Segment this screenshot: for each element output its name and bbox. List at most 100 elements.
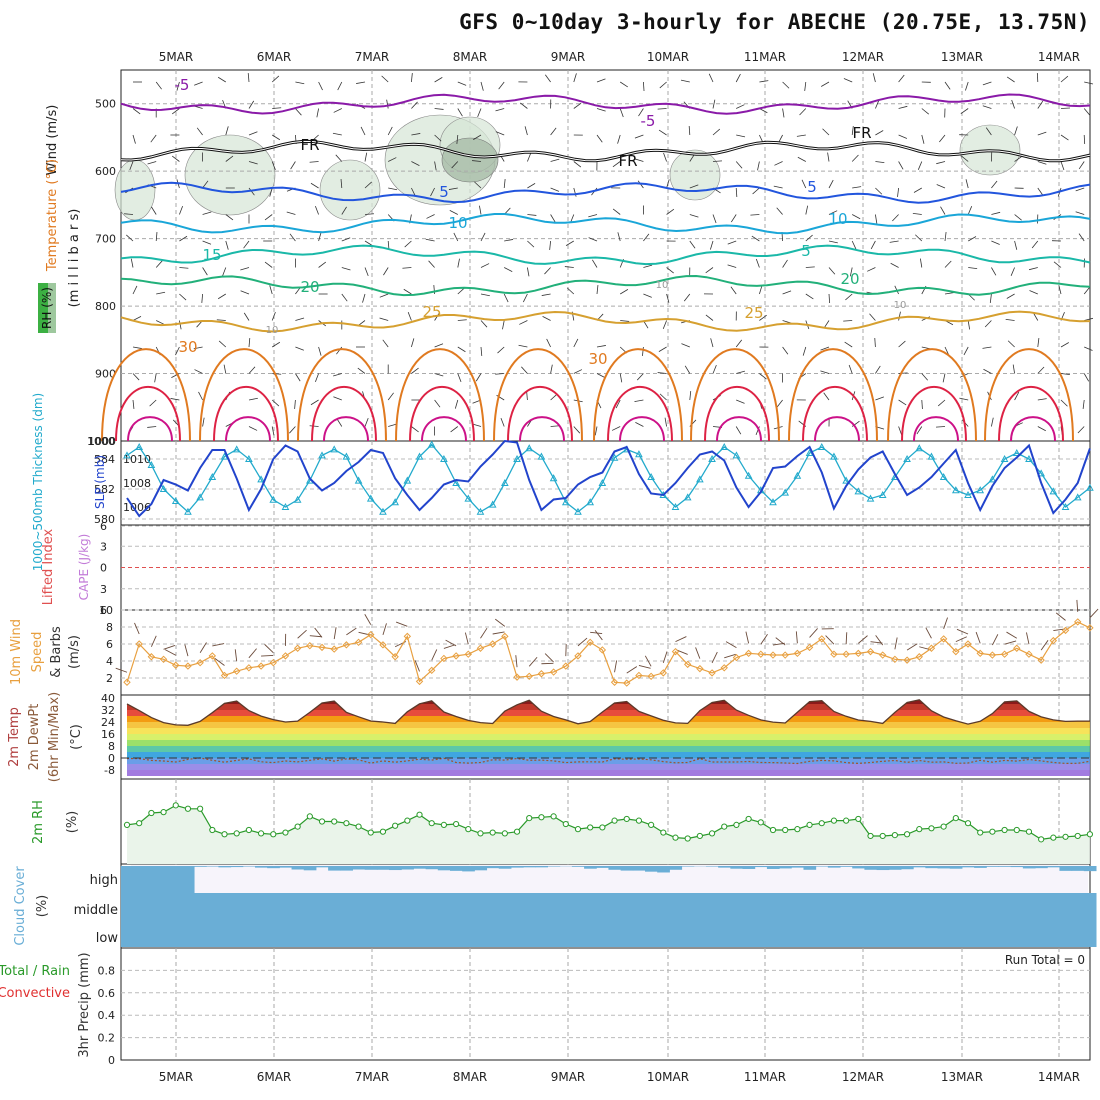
- cloud-axis-label: Cloud Cover: [13, 866, 28, 946]
- temp-contour-lobe: [619, 416, 665, 442]
- wind-barb: [364, 417, 369, 427]
- date-label-top: 10MAR: [647, 50, 689, 64]
- cloud-bar-high: [523, 866, 536, 868]
- rh-marker: [684, 835, 691, 842]
- wind-barb: [386, 99, 389, 109]
- cloud-bar-middle: [840, 893, 853, 920]
- rh-marker: [294, 823, 301, 830]
- cloud-bar-middle: [571, 893, 585, 920]
- wind-barb: [851, 126, 854, 136]
- cloud-bar-low: [437, 920, 451, 947]
- wind-barb: [805, 266, 815, 268]
- 10m-wind-barb: [261, 655, 274, 657]
- wind-barb: [364, 213, 375, 215]
- wind-barb: [132, 373, 140, 381]
- wind-barb: [295, 81, 305, 85]
- wind-barb: [387, 392, 394, 401]
- rh-marker: [465, 826, 472, 833]
- wind-barb: [130, 258, 134, 268]
- wind-tick-label: 10: [99, 604, 113, 617]
- slp-marker: [318, 451, 326, 459]
- slp-marker: [220, 452, 229, 460]
- 10m-wind-barb: [1040, 640, 1049, 651]
- cloud-bar-high: [157, 866, 171, 893]
- 10m-wind-barb: [214, 658, 225, 666]
- wind-barb: [921, 108, 930, 115]
- wind-barb: [1029, 290, 1038, 295]
- cloud-bar-middle: [913, 893, 926, 920]
- cloud-bar-low: [120, 920, 134, 947]
- wind-barb: [898, 426, 903, 436]
- temp-tick-label: 0: [108, 752, 115, 765]
- wind-barb: [456, 134, 459, 144]
- cloud-bar-middle: [157, 893, 171, 920]
- cloud-bar-middle: [169, 893, 183, 920]
- temp-label-unit: (°C): [69, 724, 84, 750]
- wind-barb: [658, 346, 667, 352]
- cloud-bar-high: [364, 866, 378, 870]
- wind-barb: [457, 287, 465, 295]
- rh-marker: [964, 820, 972, 827]
- wind-speed-marker: [854, 649, 863, 658]
- wind-barb: [194, 81, 203, 86]
- wind-barb: [657, 108, 667, 110]
- rh-marker: [562, 820, 569, 828]
- 10m-wind-barb: [725, 641, 737, 648]
- wind-barb: [248, 100, 255, 109]
- wind-barb: [474, 181, 482, 189]
- cloud-bar-middle: [815, 893, 829, 920]
- cloud-bar-low: [315, 920, 329, 947]
- wind-barb: [1078, 233, 1085, 242]
- wind-barb: [917, 161, 923, 170]
- wind-barb: [522, 293, 528, 303]
- wind-speed-marker: [659, 669, 668, 677]
- lifted-index-axis-label: Lifted Index: [41, 528, 56, 605]
- temp-contour-lobe: [788, 348, 878, 442]
- wind-speed-marker: [598, 646, 607, 654]
- wind-barb: [457, 81, 467, 86]
- wind-speed-marker: [318, 643, 326, 652]
- wind-barb: [849, 267, 853, 277]
- date-label-bottom: 7MAR: [355, 1070, 390, 1084]
- temp-contour-lobe: [1010, 416, 1056, 442]
- wind-barb: [193, 346, 203, 350]
- slp-marker: [817, 442, 826, 450]
- 10m-wind-barb: [395, 621, 408, 627]
- wind-barb: [898, 161, 904, 170]
- wind-barb: [132, 134, 136, 144]
- wind-barb: [937, 399, 946, 407]
- cloud-bar-middle: [998, 893, 1012, 920]
- wind-barb: [712, 99, 716, 109]
- wind-barb: [759, 108, 768, 114]
- wind-barb: [936, 184, 946, 189]
- wind-barb: [875, 187, 883, 195]
- contour-label: 20: [300, 278, 319, 296]
- wind-barb: [379, 293, 389, 298]
- wind-barb: [171, 155, 180, 162]
- cloud-bar-high: [218, 866, 232, 868]
- rh-marker: [257, 830, 265, 837]
- wind-barb: [657, 372, 667, 374]
- wind-speed-marker: [1049, 636, 1058, 645]
- wind-barb: [269, 187, 273, 197]
- wind-barb: [225, 214, 234, 221]
- cloud-bar-middle: [120, 893, 134, 920]
- wind-barb: [939, 134, 946, 143]
- wind-barb: [154, 373, 157, 383]
- wind-barb: [450, 426, 459, 433]
- cloud-bar-low: [169, 920, 183, 947]
- temp-contour-lobe: [311, 386, 377, 442]
- rh-marker: [197, 805, 204, 812]
- rh-marker: [416, 811, 423, 818]
- cloud-bar-middle: [681, 893, 695, 920]
- wind-barb: [1060, 161, 1065, 171]
- cloud-bar-high: [474, 866, 488, 871]
- wind-barb: [179, 205, 183, 215]
- cloud-bar-high: [766, 866, 780, 869]
- wind-barb: [944, 81, 951, 90]
- wind-barb: [336, 418, 343, 427]
- temp-tick-label: -8: [104, 764, 115, 777]
- cloud-bar-high: [584, 866, 597, 869]
- wind-barb: [959, 397, 969, 401]
- wind-barb: [295, 108, 302, 116]
